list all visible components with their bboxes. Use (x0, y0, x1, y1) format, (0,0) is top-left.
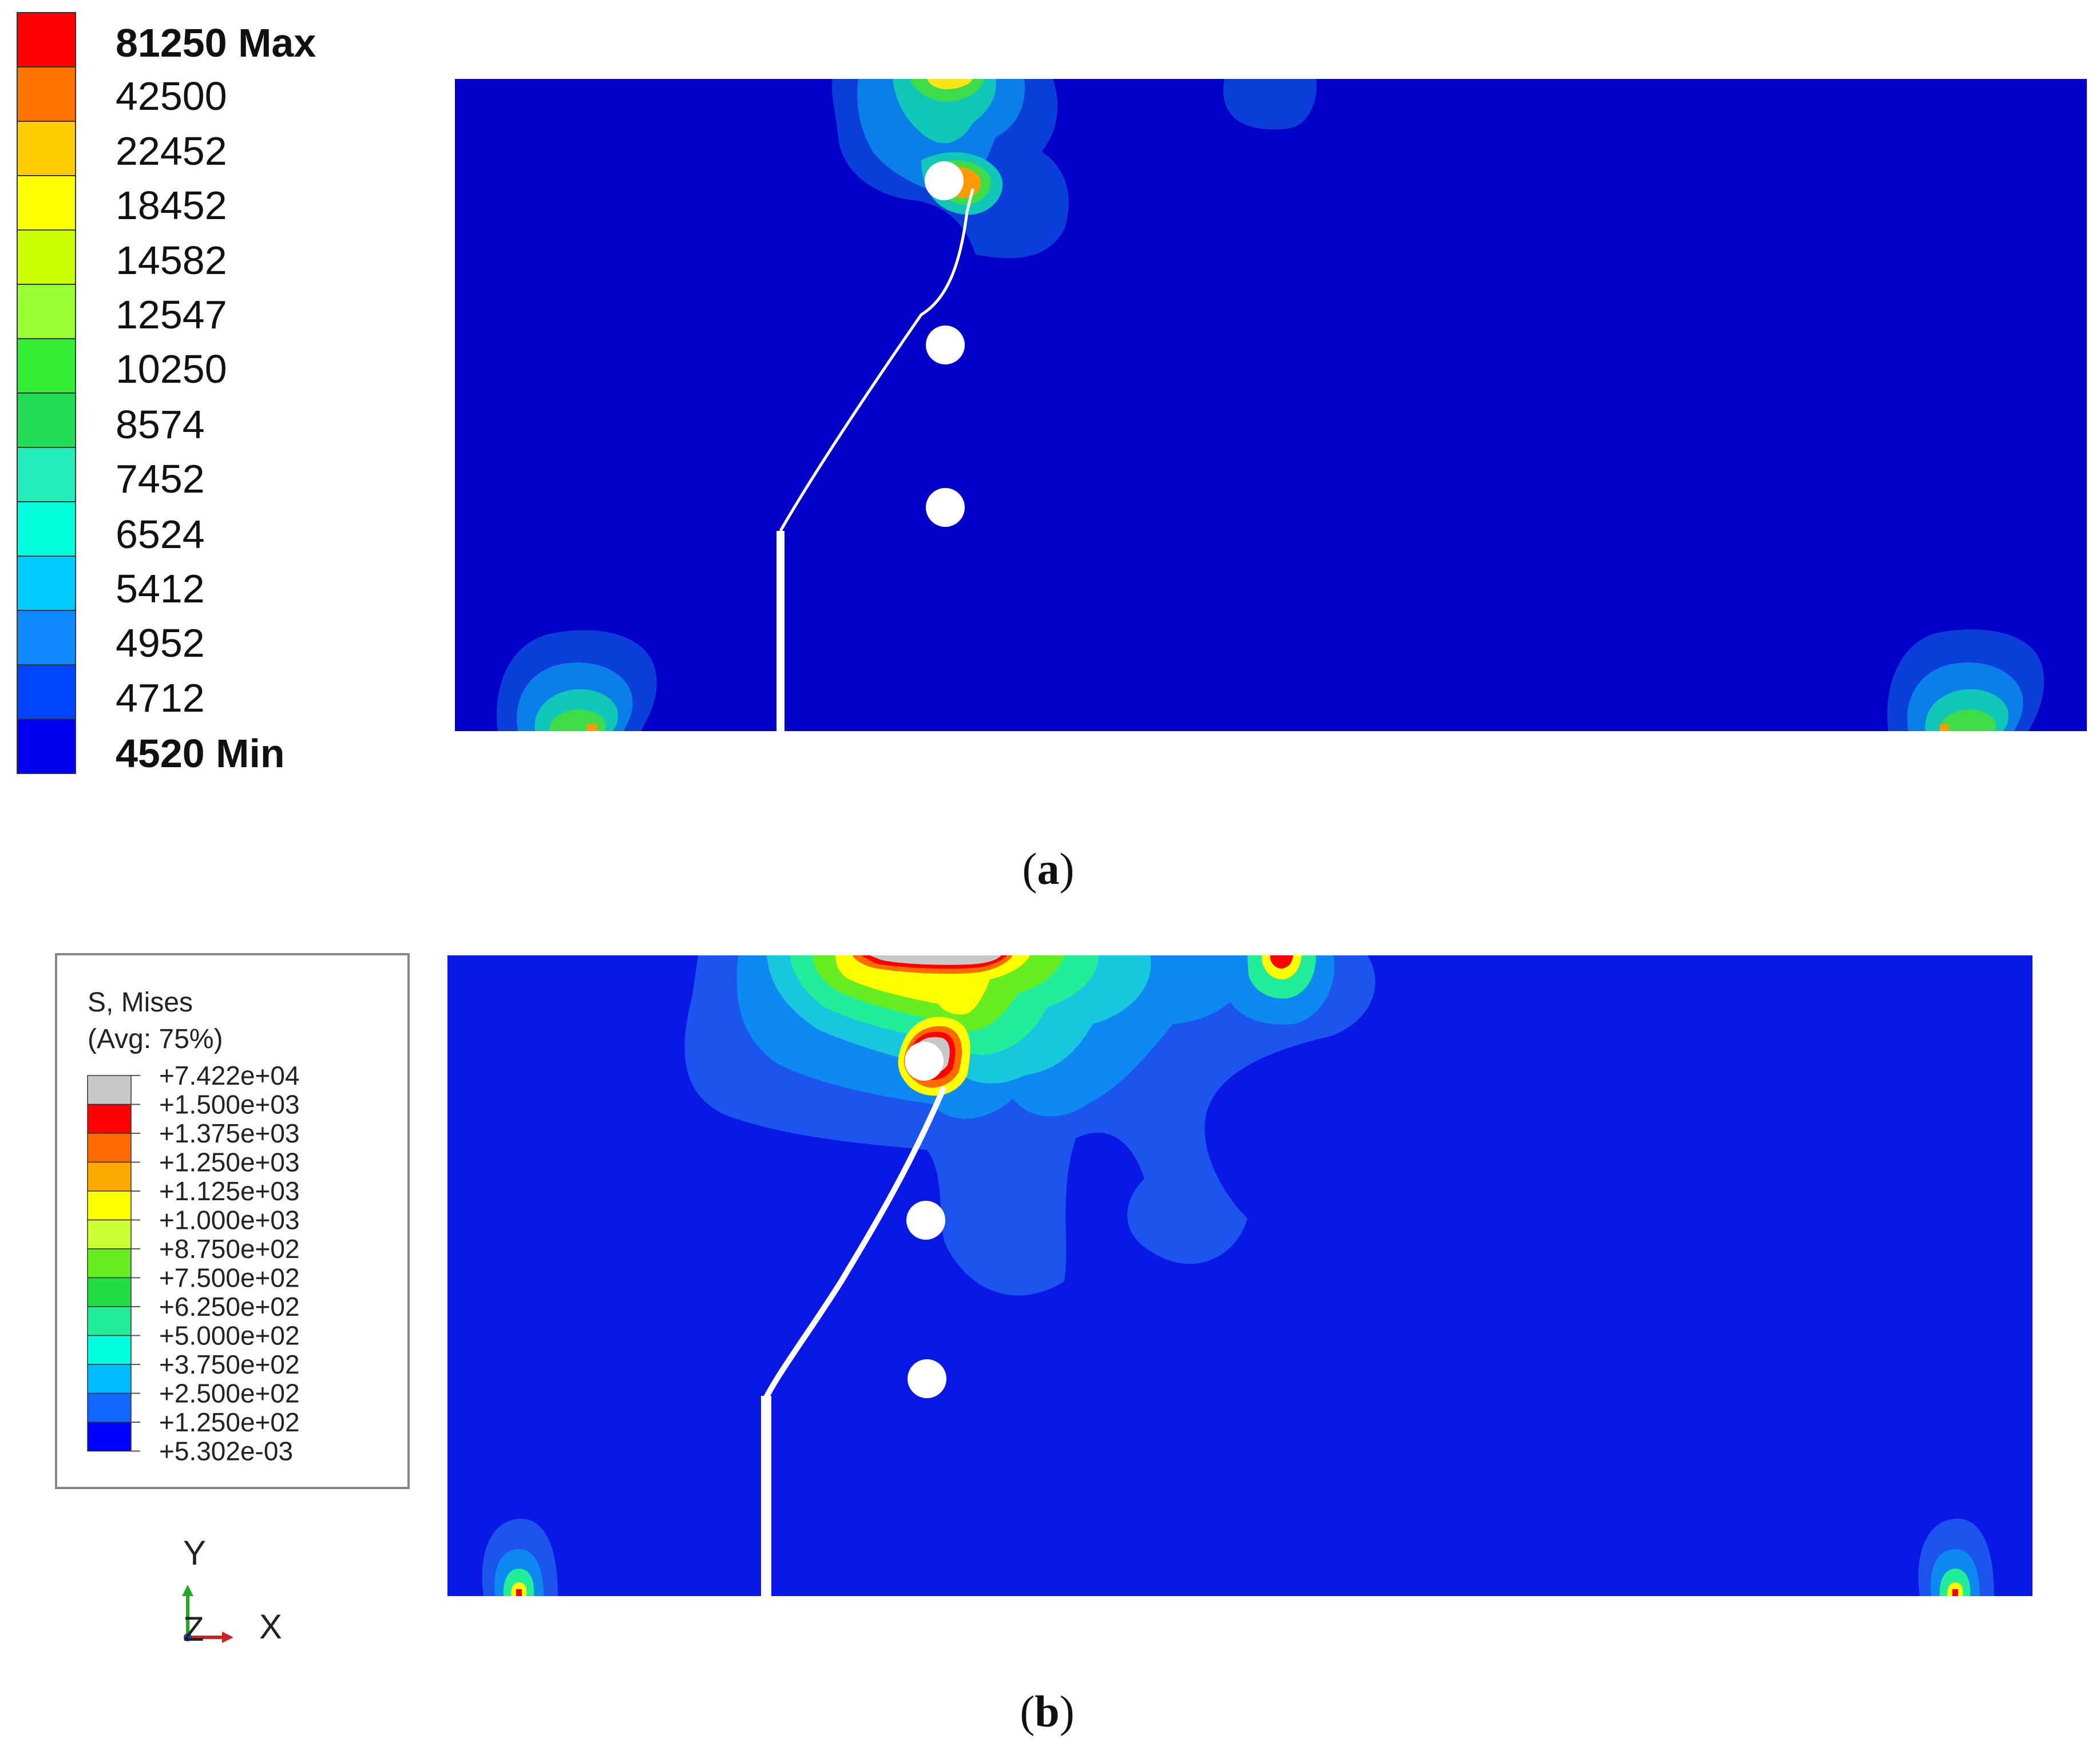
legend-b-label: +1.375e+03 (159, 1118, 300, 1148)
legend-b-label: +3.750e+02 (159, 1350, 300, 1379)
legend-b-swatch (87, 1161, 132, 1192)
legend-a-label: 12547 (116, 292, 227, 337)
legend-a-label: 6524 (116, 512, 205, 557)
axis-y-label: Y (183, 1534, 206, 1572)
legend-b-label: +1.250e+03 (159, 1148, 300, 1177)
legend-b-label: +5.000e+02 (159, 1321, 300, 1351)
legend-a-label: 5412 (116, 566, 205, 611)
contour-plot-a (455, 79, 2087, 731)
legend-a-swatch (17, 229, 76, 285)
legend-b-label: +7.422e+04 (159, 1061, 300, 1090)
legend-b-label: +7.500e+02 (159, 1263, 300, 1293)
hole-bottom-b (908, 1359, 946, 1398)
legend-b-swatch (87, 1104, 132, 1134)
hole-middle-b (906, 1201, 945, 1240)
legend-a-swatch (17, 338, 76, 394)
coordinate-triad: Y X Z (182, 1534, 282, 1648)
legend-a-label: 10250 (116, 347, 227, 391)
stress-zone-support-right-b (1918, 1518, 1994, 1596)
legend-b-label: +1.125e+03 (159, 1176, 300, 1206)
legend-b: +7.422e+04+1.500e+03+1.375e+03+1.250e+03… (87, 1061, 300, 1466)
legend-a-swatch (17, 121, 76, 176)
legend-a-label: 81250 Max (116, 21, 316, 65)
stress-zone-top-b (684, 955, 1376, 1296)
legend-b-swatch (87, 1075, 132, 1105)
caption-b: (b) (1020, 1686, 1074, 1736)
legend-b-swatch (87, 1392, 132, 1423)
legend-a-swatch (17, 392, 76, 448)
legend-a-label: 4712 (116, 676, 205, 720)
legend-b-swatch (87, 1335, 132, 1365)
legend-b-label: +5.302e-03 (159, 1436, 293, 1466)
legend-a-swatch (17, 664, 76, 720)
hole-top-b (905, 1042, 944, 1081)
hole-top-a (925, 161, 964, 200)
legend-b-label: +2.500e+02 (159, 1379, 300, 1408)
legend-a-label: 7452 (116, 457, 205, 501)
legend-b-swatch (87, 1277, 132, 1307)
legend-b-subtitle: (Avg: 75%) (88, 1024, 223, 1054)
contour-plot-b (447, 955, 2032, 1602)
legend-a: 81250 Max 42500 22452 18452 14582 12547 10250 8… (17, 12, 316, 776)
notch-a (776, 531, 784, 731)
legend-a-label: 4952 (116, 621, 205, 665)
legend-b-label: +1.000e+03 (159, 1205, 300, 1235)
panel-a: 81250 Max 42500 22452 18452 14582 12547 10250 8… (17, 12, 2087, 894)
axis-z-label: Z (183, 1610, 204, 1648)
legend-b-swatch (87, 1219, 132, 1249)
legend-b-label: +6.250e+02 (159, 1292, 300, 1322)
stress-zone-support-right-a (1887, 629, 2044, 731)
stress-zone-support-left-b (482, 1518, 558, 1596)
legend-a-swatch (17, 284, 76, 339)
legend-b-label: +1.500e+03 (159, 1090, 300, 1120)
legend-a-label: 18452 (116, 183, 227, 228)
legend-a-swatch (17, 175, 76, 231)
legend-a-swatch (17, 555, 76, 611)
legend-a-label: 14582 (116, 238, 227, 283)
crack-path-b (763, 1086, 947, 1400)
legend-a-label: 8574 (116, 402, 205, 447)
legend-b-swatch (87, 1422, 132, 1452)
legend-b-swatch (87, 1191, 132, 1221)
legend-a-swatch (17, 447, 76, 502)
legend-a-swatch (17, 501, 76, 557)
legend-a-swatch (17, 610, 76, 665)
legend-b-swatch (87, 1133, 132, 1163)
panel-b: S, Mises (Avg: 75%) +7.422e+04+1.500e+03… (55, 953, 2032, 1736)
caption-a: (a) (1023, 844, 1075, 894)
legend-b-label: +1.250e+02 (159, 1407, 300, 1437)
hole-middle-a (926, 326, 965, 364)
legend-a-swatch (17, 66, 76, 122)
legend-b-swatch (87, 1248, 132, 1279)
axis-x-label: X (259, 1608, 282, 1646)
hole-bottom-a (926, 488, 965, 527)
notch-b (761, 1396, 771, 1602)
crack-path-a (779, 188, 974, 532)
legend-a-label: 22452 (116, 129, 227, 173)
plate-a (455, 79, 2087, 731)
legend-b-label: +8.750e+02 (159, 1234, 300, 1264)
legend-b-swatch (87, 1364, 132, 1394)
stress-zone-support-left-a (497, 630, 657, 731)
legend-a-swatch (17, 12, 76, 68)
legend-a-label: 4520 Min (116, 731, 285, 776)
legend-b-swatch (87, 1306, 132, 1336)
legend-a-swatch (17, 719, 76, 774)
legend-a-label: 42500 (116, 74, 227, 118)
legend-b-title: S, Mises (88, 987, 193, 1018)
